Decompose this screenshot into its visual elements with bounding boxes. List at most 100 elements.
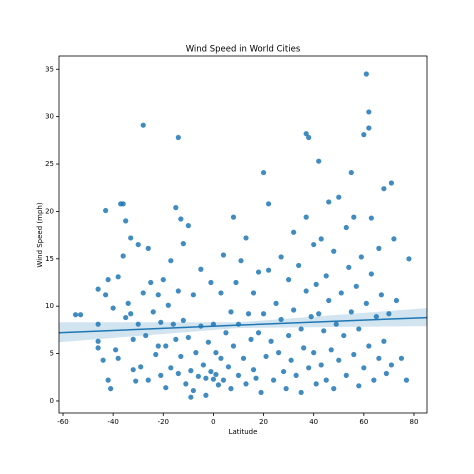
point bbox=[336, 194, 342, 200]
point bbox=[386, 311, 392, 317]
point bbox=[225, 364, 232, 370]
point bbox=[383, 370, 389, 377]
point bbox=[366, 109, 372, 115]
point bbox=[286, 332, 292, 339]
point bbox=[220, 377, 227, 383]
point bbox=[155, 343, 161, 349]
point bbox=[306, 134, 312, 141]
point bbox=[278, 316, 284, 323]
point bbox=[303, 288, 309, 294]
point bbox=[213, 350, 219, 356]
point bbox=[160, 277, 166, 283]
point bbox=[326, 199, 332, 205]
point bbox=[120, 201, 126, 207]
point bbox=[366, 125, 372, 131]
point bbox=[260, 311, 267, 317]
point bbox=[356, 326, 362, 332]
point bbox=[283, 386, 289, 392]
plot-frame bbox=[58, 55, 428, 414]
point bbox=[230, 343, 237, 349]
point bbox=[175, 134, 181, 141]
point bbox=[95, 286, 101, 292]
point bbox=[223, 330, 229, 336]
point bbox=[195, 373, 201, 379]
point bbox=[250, 367, 257, 373]
point bbox=[363, 300, 369, 306]
point bbox=[103, 292, 109, 298]
point bbox=[240, 355, 247, 361]
point bbox=[316, 311, 322, 317]
point bbox=[353, 283, 359, 289]
point bbox=[321, 328, 327, 334]
point bbox=[331, 248, 337, 254]
point bbox=[278, 254, 284, 260]
point bbox=[391, 236, 397, 242]
point bbox=[115, 355, 121, 361]
point bbox=[371, 377, 377, 383]
point bbox=[323, 377, 329, 383]
point bbox=[260, 169, 267, 176]
point bbox=[268, 338, 274, 344]
point bbox=[198, 266, 204, 272]
point bbox=[368, 215, 374, 221]
point bbox=[125, 300, 131, 306]
point bbox=[331, 386, 337, 392]
point bbox=[381, 338, 387, 344]
point bbox=[328, 347, 334, 353]
point bbox=[208, 279, 214, 286]
point bbox=[95, 338, 101, 344]
point bbox=[341, 332, 347, 339]
point bbox=[336, 357, 342, 363]
point bbox=[311, 350, 317, 356]
point bbox=[180, 317, 186, 324]
x-tick-label: -40 bbox=[107, 418, 118, 426]
point bbox=[163, 385, 169, 391]
point bbox=[163, 343, 169, 349]
point bbox=[323, 273, 329, 279]
point bbox=[123, 314, 129, 321]
point bbox=[265, 201, 272, 207]
point bbox=[235, 372, 242, 378]
x-tick-label: -60 bbox=[57, 418, 68, 426]
point bbox=[228, 386, 234, 392]
point bbox=[130, 367, 136, 373]
point bbox=[333, 321, 339, 327]
point bbox=[318, 362, 324, 368]
point bbox=[145, 245, 151, 251]
y-tick-label: 15 bbox=[45, 255, 54, 263]
point bbox=[95, 345, 101, 351]
point bbox=[265, 267, 272, 273]
point bbox=[255, 330, 262, 336]
point bbox=[165, 302, 171, 308]
point bbox=[168, 365, 174, 371]
point bbox=[123, 218, 129, 224]
point bbox=[103, 207, 109, 214]
point bbox=[388, 362, 395, 368]
point bbox=[230, 214, 237, 220]
point bbox=[311, 241, 317, 248]
point bbox=[366, 343, 372, 349]
point bbox=[185, 334, 191, 341]
point bbox=[183, 381, 189, 387]
point bbox=[72, 312, 79, 318]
point bbox=[110, 305, 116, 311]
y-tick-label: 25 bbox=[45, 160, 54, 168]
point bbox=[343, 372, 349, 378]
point bbox=[148, 279, 154, 286]
point bbox=[298, 389, 304, 396]
point bbox=[138, 364, 144, 370]
y-tick-label: 10 bbox=[45, 302, 54, 310]
x-tick-label: 60 bbox=[359, 418, 368, 426]
point bbox=[318, 236, 324, 242]
point bbox=[291, 229, 297, 235]
x-tick-label: 40 bbox=[309, 418, 318, 426]
point bbox=[213, 371, 219, 378]
point bbox=[351, 214, 357, 220]
point bbox=[253, 375, 259, 381]
point bbox=[398, 355, 405, 361]
point bbox=[376, 245, 382, 251]
point bbox=[298, 326, 304, 332]
point bbox=[140, 122, 146, 128]
point bbox=[193, 350, 199, 356]
point bbox=[173, 205, 179, 211]
